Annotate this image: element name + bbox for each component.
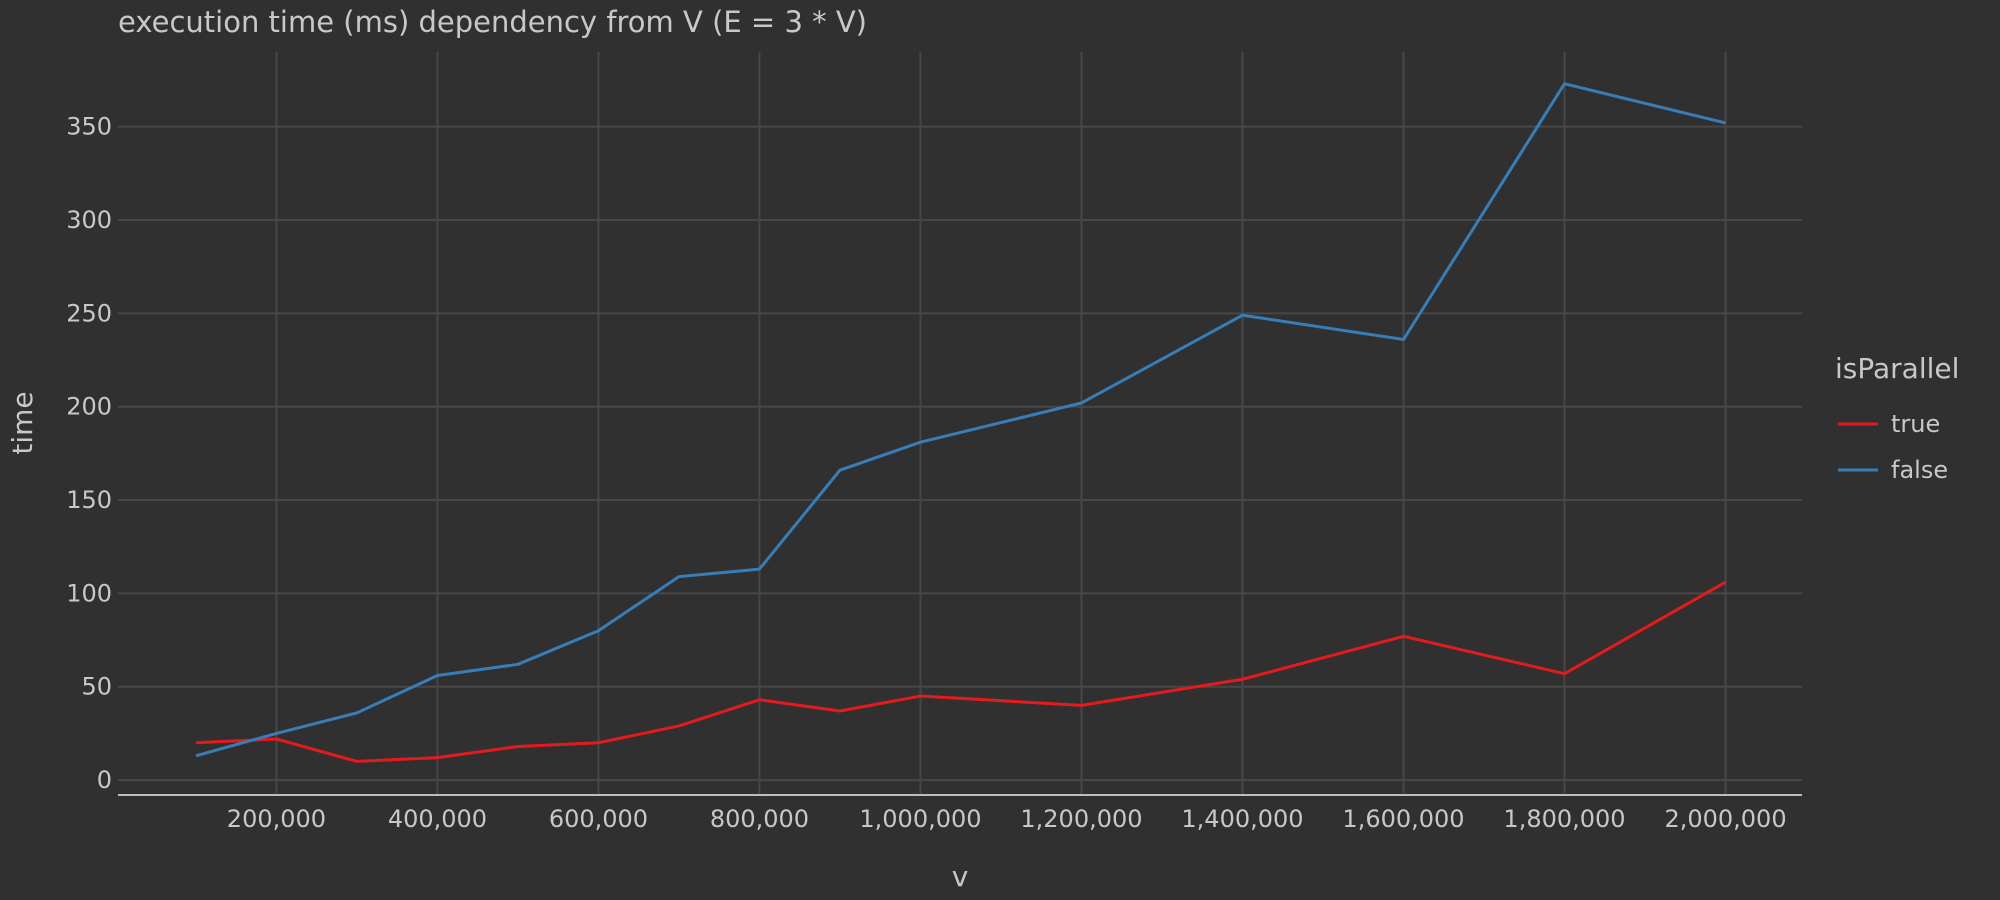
x-tick-label: 800,000 (710, 805, 809, 833)
y-tick-label: 0 (97, 766, 112, 794)
series-line-true (196, 582, 1726, 761)
x-tick-label: 600,000 (549, 805, 648, 833)
y-tick-label: 350 (66, 113, 112, 141)
x-tick-label: 2,000,000 (1664, 805, 1786, 833)
series-lines (196, 84, 1726, 762)
x-tick-label: 200,000 (227, 805, 326, 833)
x-axis-title: v (952, 860, 969, 893)
x-tick-label: 1,400,000 (1181, 805, 1303, 833)
grid (118, 52, 1802, 795)
y-tick-label: 200 (66, 393, 112, 421)
y-axis-title: time (6, 391, 39, 454)
y-tick-label: 250 (66, 299, 112, 327)
x-tick-label: 1,000,000 (859, 805, 981, 833)
x-tick-label: 1,600,000 (1342, 805, 1464, 833)
y-tick-label: 300 (66, 206, 112, 234)
legend: isParallel true false (1835, 352, 1959, 484)
y-tick-label: 150 (66, 486, 112, 514)
series-line-false (196, 84, 1726, 756)
chart-title: execution time (ms) dependency from V (E… (118, 5, 867, 39)
x-tick-label: 1,800,000 (1503, 805, 1625, 833)
legend-label-true: true (1891, 410, 1940, 438)
y-tick-label: 100 (66, 579, 112, 607)
y-tick-label: 50 (81, 673, 112, 701)
x-tick-label: 400,000 (388, 805, 487, 833)
legend-title: isParallel (1835, 352, 1959, 385)
legend-label-false: false (1891, 456, 1948, 484)
x-tick-label: 1,200,000 (1020, 805, 1142, 833)
